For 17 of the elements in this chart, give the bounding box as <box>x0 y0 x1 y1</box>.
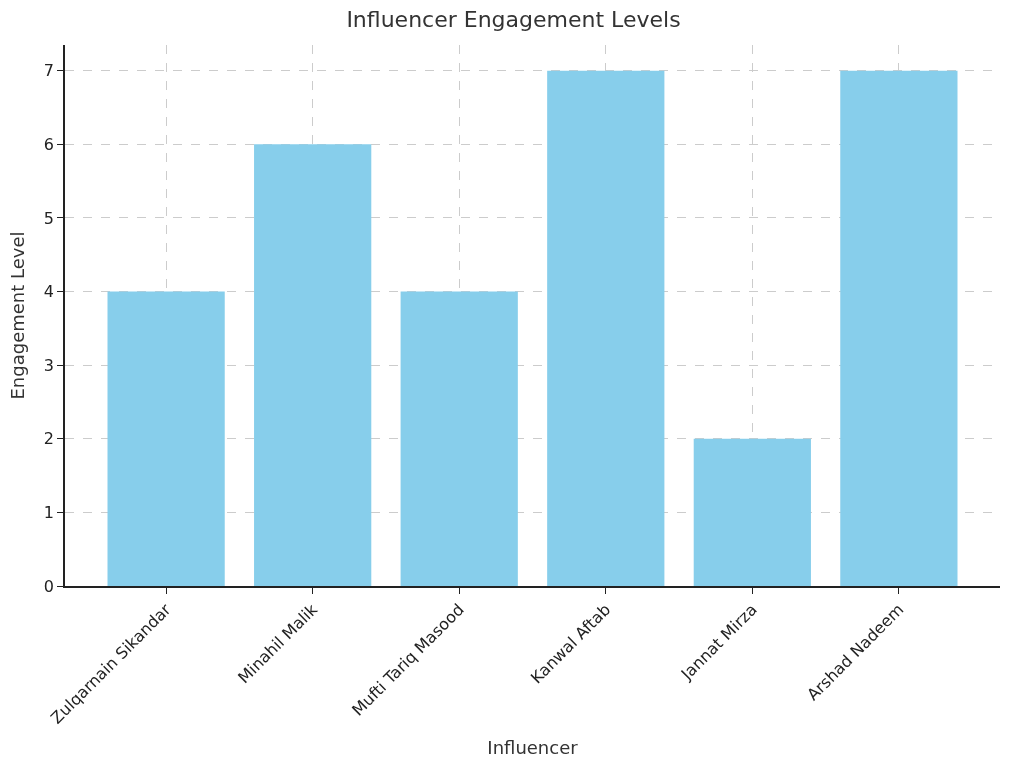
bar <box>107 291 225 586</box>
bar <box>547 70 665 586</box>
y-tick-label: 1 <box>43 502 55 522</box>
y-tick-label: 5 <box>43 208 55 228</box>
bar <box>254 144 372 586</box>
y-tick-label: 3 <box>43 355 55 375</box>
bar <box>693 438 811 586</box>
chart-title: Influencer Engagement Levels <box>346 6 681 32</box>
y-tick-label: 0 <box>43 576 55 596</box>
y-axis-title: Engagement Level <box>6 231 28 400</box>
y-tick-label: 2 <box>43 429 55 449</box>
x-axis-title: Influencer <box>487 737 579 759</box>
bar <box>400 291 518 586</box>
y-tick-label: 4 <box>43 282 55 302</box>
bar <box>840 70 958 586</box>
y-tick-label: 6 <box>43 134 55 154</box>
y-tick-label: 7 <box>43 61 55 81</box>
